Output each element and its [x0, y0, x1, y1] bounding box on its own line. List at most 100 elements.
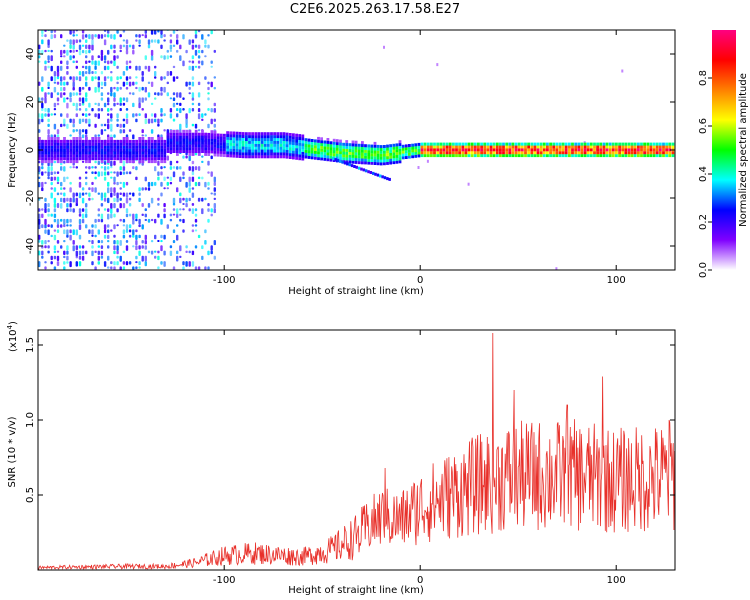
- spectrogram-cell: [160, 151, 164, 155]
- spectrogram-cell: [351, 146, 355, 150]
- spectrogram-cell: [210, 133, 214, 137]
- spectrogram-cell: [317, 142, 320, 146]
- spectrogram-cell: [128, 76, 132, 80]
- spectrogram-cell: [78, 176, 82, 180]
- spectrogram-cell: [546, 151, 549, 155]
- spectrogram-cell: [113, 148, 117, 152]
- spectrogram-cell: [138, 224, 141, 228]
- colorbar: 0.00.20.40.60.8 Normalized spectral ampl…: [698, 30, 749, 278]
- spectrogram-cell: [176, 34, 179, 39]
- spectrogram-cell: [88, 240, 91, 243]
- spectrogram-cell: [135, 39, 138, 42]
- spectrogram-cell: [232, 131, 236, 135]
- spectrogram-cell: [63, 44, 66, 47]
- spectrogram-cell: [369, 171, 373, 174]
- spectrogram-cell: [100, 157, 104, 161]
- spectrogram-cell: [207, 135, 211, 139]
- spectrogram-cell: [72, 151, 76, 155]
- spectrogram-cell: [310, 150, 314, 154]
- spectrogram-cell: [107, 102, 110, 106]
- spectrogram-cell: [317, 145, 320, 149]
- spectrogram-cell: [257, 140, 261, 144]
- spectrogram-cell: [44, 113, 47, 117]
- spectrogram-cell: [505, 154, 509, 158]
- spectrogram-cell: [103, 151, 107, 155]
- spectrogram-cell: [150, 181, 154, 187]
- spectrogram-cell: [207, 141, 211, 145]
- x-tick-label: 100: [607, 275, 626, 286]
- spectrogram-cell: [75, 160, 79, 164]
- spectrogram-cell: [53, 139, 57, 143]
- spectrogram-cell: [81, 30, 85, 34]
- spectrogram-cell: [53, 157, 57, 161]
- spectrogram-cell: [279, 152, 283, 156]
- spectrogram-cell: [176, 250, 179, 255]
- spectrogram-cell: [154, 148, 157, 152]
- spectrogram-cell: [197, 49, 201, 54]
- spectrogram-cell: [122, 203, 126, 209]
- spectrogram-cell: [66, 81, 69, 86]
- spectrogram-cell: [125, 224, 129, 230]
- spectrogram-cell: [138, 145, 142, 149]
- spectrogram-cell: [138, 197, 141, 202]
- spectrogram-cell: [94, 76, 97, 80]
- spectrogram-cell: [138, 148, 142, 152]
- spectrogram-cell: [608, 142, 612, 146]
- spectrogram-cell: [107, 148, 110, 152]
- spectrogram-cell: [185, 147, 189, 151]
- spectrogram-cell: [245, 135, 248, 139]
- spectrogram-cell: [169, 71, 173, 76]
- spectrogram-cell: [404, 150, 408, 154]
- spectrogram-cell: [194, 135, 198, 139]
- spectrogram-cell: [85, 137, 88, 140]
- spectrogram-cell: [88, 142, 91, 146]
- spectrogram-cell: [329, 147, 333, 151]
- spectrogram-cell: [60, 166, 63, 171]
- spectrogram-cell: [113, 192, 116, 196]
- spectrogram-cell: [179, 218, 182, 222]
- spectrogram-cell: [353, 165, 356, 168]
- spectrogram-cell: [201, 49, 204, 54]
- spectrogram-cell: [182, 60, 185, 67]
- spectrogram-cell: [179, 129, 182, 134]
- spectrogram-cell: [671, 142, 675, 146]
- spectrogram-cell: [56, 154, 60, 158]
- spectrogram-cell: [191, 39, 195, 44]
- spectrogram-cell: [154, 255, 157, 259]
- spectrogram-cell: [611, 148, 615, 152]
- spectrogram-cell: [91, 197, 94, 201]
- spectrogram-cell: [295, 156, 298, 160]
- spectrogram-cell: [568, 154, 571, 158]
- spectrogram-cell: [668, 151, 672, 155]
- spectrogram-cell: [426, 145, 430, 149]
- spectrogram-cell: [226, 131, 229, 135]
- spectrogram-cell: [182, 132, 186, 136]
- spectrogram-cell: [596, 151, 599, 155]
- spectrogram-cell: [141, 34, 144, 37]
- spectrogram-cell: [348, 163, 351, 167]
- spectrogram-cell: [88, 166, 91, 170]
- spectrogram-cell: [78, 157, 82, 161]
- spectrogram-cell: [53, 30, 57, 33]
- spectrogram-cell: [94, 171, 97, 175]
- spectrogram-cell: [213, 255, 216, 260]
- spectrogram-cell: [72, 192, 75, 198]
- spectrogram-cell: [251, 152, 254, 156]
- spectrogram-cell: [110, 60, 113, 64]
- spectrogram-cell: [298, 137, 302, 140]
- spectrogram-cell: [263, 143, 267, 147]
- spectrogram-cell: [41, 208, 44, 211]
- spectrogram-cell: [182, 150, 186, 153]
- spectrogram-cell: [301, 140, 305, 144]
- spectrogram-cell: [207, 187, 210, 190]
- spectrogram-cell: [351, 157, 355, 161]
- spectrogram-cell: [66, 154, 69, 158]
- spectrogram-cell: [128, 203, 132, 207]
- spectrogram-cell: [60, 55, 63, 58]
- spectrogram-cell: [69, 224, 72, 227]
- spectrogram-cell: [555, 145, 559, 149]
- spectrogram-cell: [116, 113, 119, 119]
- spectrogram-cell: [160, 142, 164, 146]
- spectrogram-cell: [81, 250, 85, 255]
- spectrogram-cell: [370, 150, 374, 154]
